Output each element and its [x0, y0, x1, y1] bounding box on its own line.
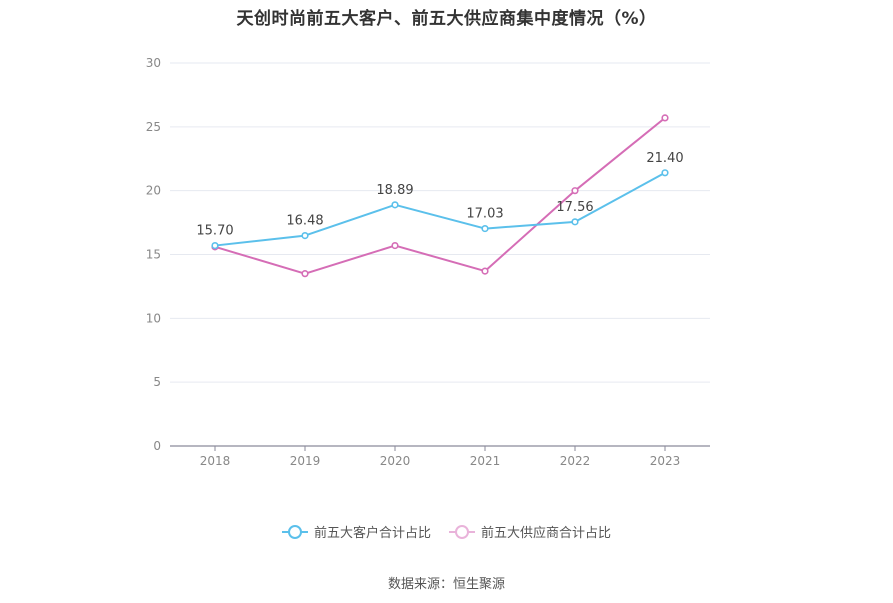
data-label: 16.48 — [286, 214, 323, 229]
data-point-0 — [571, 218, 579, 226]
data-label: 15.70 — [196, 224, 233, 239]
legend-label-customers: 前五大客户合计占比 — [313, 526, 431, 541]
legend-label-suppliers: 前五大供应商合计占比 — [481, 526, 612, 541]
data-point-1 — [301, 270, 309, 278]
data-label: 17.56 — [556, 200, 593, 215]
x-tick-label: 2018 — [200, 454, 231, 468]
legend-marker-suppliers — [449, 524, 475, 539]
data-point-0 — [391, 201, 399, 209]
data-point-0 — [211, 241, 219, 250]
y-tick-label: 5 — [153, 375, 161, 389]
data-labels: 15.70 16.48 18.89 17.03 17.56 21.40 — [196, 151, 683, 239]
x-tick-label: 2023 — [650, 454, 681, 468]
y-tick-label: 0 — [153, 439, 161, 453]
series-line-1 — [214, 117, 666, 275]
data-source: 数据来源：恒生聚源 — [387, 577, 505, 592]
data-point-1 — [571, 187, 579, 195]
legend: 前五大客户合计占比 前五大供应商合计占比 — [0, 522, 893, 541]
axes: 0 5 10 15 20 25 30 2018 2019 2020 2021 2022 2023 — [146, 56, 710, 468]
y-tick-label: 25 — [146, 120, 161, 134]
data-point-0 — [661, 169, 669, 177]
y-tick-label: 10 — [146, 311, 161, 325]
chart-title: 天创时尚前五大客户、前五大供应商集中度情况（%） — [236, 9, 657, 29]
x-tick-label: 2021 — [470, 454, 501, 468]
data-label: 21.40 — [646, 151, 683, 166]
legend-item-customers[interactable]: 前五大客户合计占比 — [281, 522, 431, 541]
grid-lines — [170, 62, 710, 383]
legend-marker-customers — [281, 524, 308, 539]
data-label: 18.89 — [376, 183, 413, 198]
data-point-0 — [481, 224, 489, 233]
data-point-0 — [301, 232, 309, 240]
data-point-1 — [661, 114, 669, 122]
data-point-1 — [481, 267, 489, 275]
x-tick-label: 2022 — [560, 454, 591, 468]
y-tick-label: 20 — [146, 184, 161, 198]
legend-item-suppliers[interactable]: 前五大供应商合计占比 — [449, 522, 611, 541]
data-label: 17.03 — [466, 207, 503, 222]
series-line-0 — [214, 171, 666, 247]
y-tick-label: 15 — [146, 248, 161, 262]
series-lines — [211, 114, 669, 278]
x-tick-label: 2020 — [380, 454, 411, 468]
y-tick-label: 30 — [146, 56, 161, 70]
data-point-1 — [391, 241, 399, 250]
x-tick-label: 2019 — [290, 454, 321, 468]
